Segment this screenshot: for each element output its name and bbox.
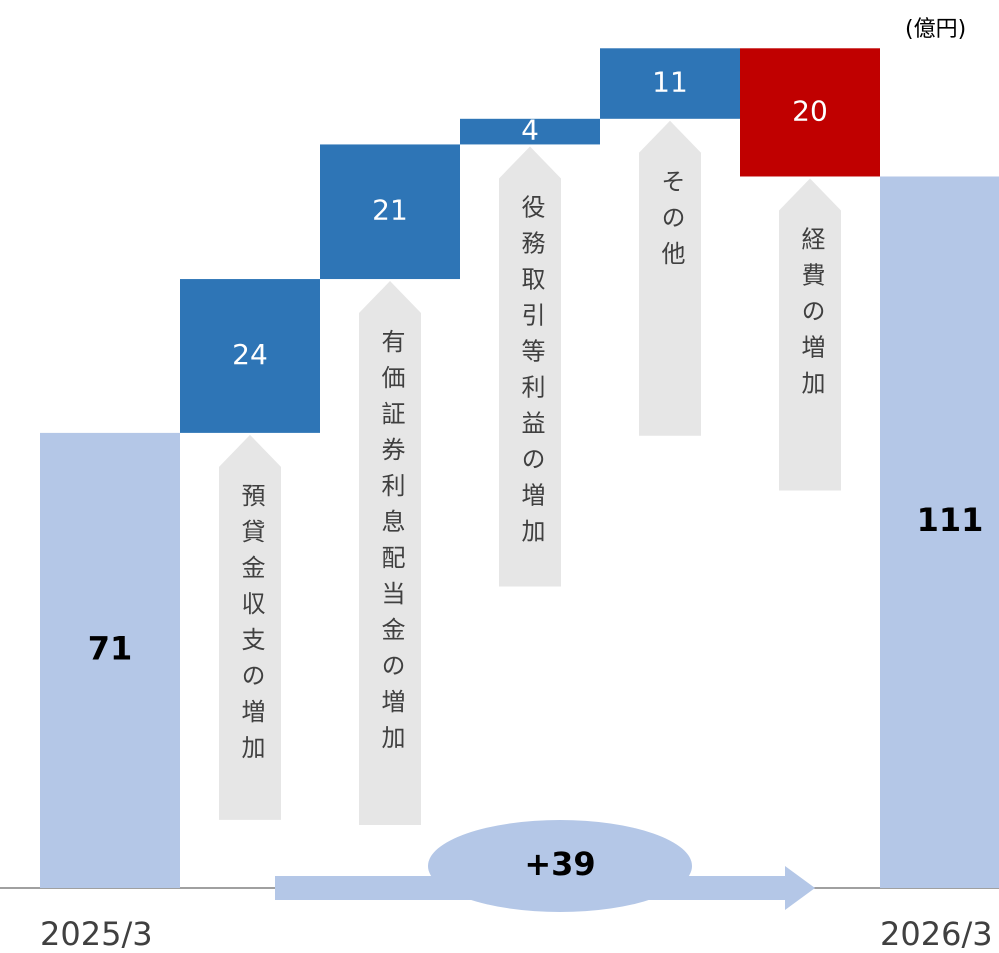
value-label: 4: [521, 114, 539, 147]
label-box: [219, 434, 281, 820]
bar: [880, 176, 999, 889]
change-annotation: +39: [524, 845, 595, 883]
x-tick-label: 預貸金収支の増加: [237, 483, 265, 771]
change-ellipse: [428, 820, 692, 912]
x-tick-label: 役務取引等利益の増加: [517, 194, 545, 554]
label-box: [639, 120, 701, 436]
bar: [320, 144, 460, 280]
bar: [180, 279, 320, 433]
bar: [460, 118, 600, 145]
label-box: [359, 281, 421, 826]
x-tick-label: 有価証券利息配当金の増加: [377, 329, 405, 761]
value-label: 21: [372, 194, 408, 227]
bar: [740, 48, 880, 177]
value-label: 111: [917, 501, 984, 539]
value-label: 11: [652, 66, 688, 99]
bar: [600, 48, 740, 119]
unit-label: (億円): [905, 17, 966, 42]
value-label: 71: [88, 629, 133, 667]
x-tick-label: 2026/3: [880, 915, 993, 953]
x-tick-label: 経費の増加: [797, 226, 825, 406]
label-box: [779, 178, 841, 491]
x-tick-label: 2025/3: [40, 915, 153, 953]
bar: [40, 432, 180, 888]
value-label: 20: [792, 94, 828, 127]
value-label: 24: [232, 338, 268, 371]
x-tick-label: その他: [657, 169, 685, 277]
label-box: [499, 146, 561, 587]
